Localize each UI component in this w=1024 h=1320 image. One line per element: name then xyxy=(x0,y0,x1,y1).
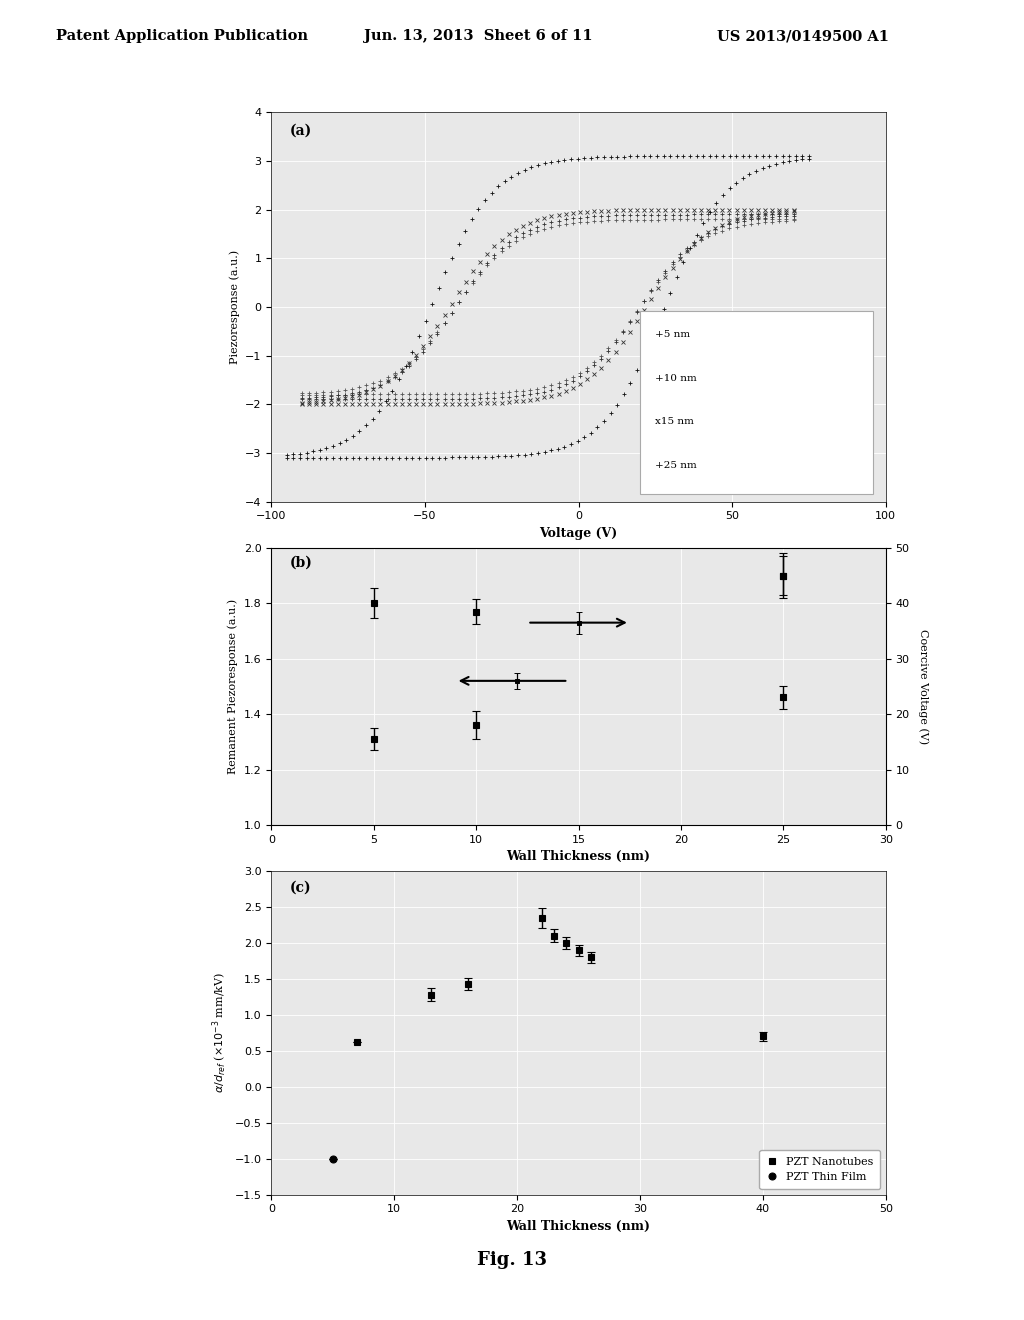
Text: +25 nm: +25 nm xyxy=(655,461,697,470)
Legend: PZT Nanotubes, PZT Thin Film: PZT Nanotubes, PZT Thin Film xyxy=(760,1150,881,1189)
Text: US 2013/0149500 A1: US 2013/0149500 A1 xyxy=(717,29,889,44)
Y-axis label: Remanent Piezoresponse (a.u.): Remanent Piezoresponse (a.u.) xyxy=(227,599,239,774)
Y-axis label: $\alpha/d_{ref}$ ($\times 10^{-3}$ mm/kV): $\alpha/d_{ref}$ ($\times 10^{-3}$ mm/kV… xyxy=(211,973,229,1093)
Text: (a): (a) xyxy=(290,124,312,137)
X-axis label: Voltage (V): Voltage (V) xyxy=(540,527,617,540)
Y-axis label: Coercive Voltage (V): Coercive Voltage (V) xyxy=(919,628,929,744)
Text: x15 nm: x15 nm xyxy=(655,417,694,426)
Text: Fig. 13: Fig. 13 xyxy=(477,1251,547,1270)
Text: Patent Application Publication: Patent Application Publication xyxy=(56,29,308,44)
Text: (c): (c) xyxy=(290,880,311,895)
X-axis label: Wall Thickness (nm): Wall Thickness (nm) xyxy=(507,850,650,863)
Text: Jun. 13, 2013  Sheet 6 of 11: Jun. 13, 2013 Sheet 6 of 11 xyxy=(364,29,592,44)
Y-axis label: Piezoresponse (a.u.): Piezoresponse (a.u.) xyxy=(229,249,240,364)
Text: +5 nm: +5 nm xyxy=(655,330,690,339)
Text: +10 nm: +10 nm xyxy=(655,374,697,383)
Bar xyxy=(640,310,873,494)
Text: (b): (b) xyxy=(290,556,312,570)
X-axis label: Wall Thickness (nm): Wall Thickness (nm) xyxy=(507,1220,650,1233)
